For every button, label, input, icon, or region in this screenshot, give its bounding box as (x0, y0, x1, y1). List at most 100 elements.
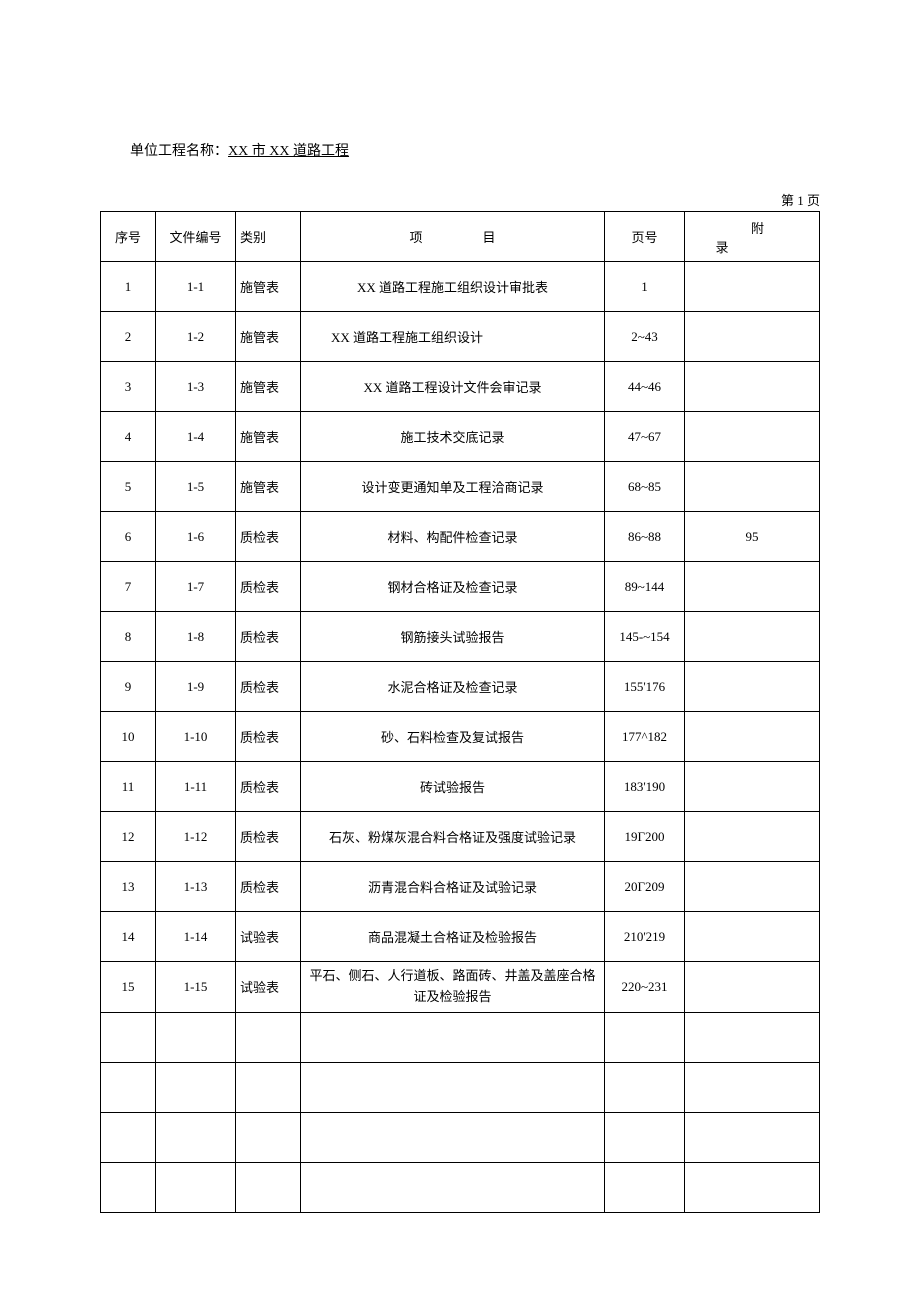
cell-seq: 8 (101, 612, 156, 662)
cell-seq (101, 1162, 156, 1212)
cell-docno: 1-7 (156, 562, 236, 612)
table-row: 21-2施管表XX 道路工程施工组织设计2~43 (101, 312, 820, 362)
cell-appendix (685, 912, 820, 962)
cell-appendix (685, 812, 820, 862)
cell-docno: 1-2 (156, 312, 236, 362)
document-page: 单位工程名称：XX 市 XX 道路工程 第 1 页 序号 文件编号 类别 项目 … (0, 0, 920, 1273)
cell-item (301, 1062, 605, 1112)
cell-type: 施管表 (236, 262, 301, 312)
cell-seq: 15 (101, 962, 156, 1013)
col-header-appendix: 附录 (685, 212, 820, 262)
cell-seq: 14 (101, 912, 156, 962)
cell-item: 钢材合格证及检查记录 (301, 562, 605, 612)
cell-pageno: 210'219 (605, 912, 685, 962)
cell-pageno: 44~46 (605, 362, 685, 412)
cell-type: 质检表 (236, 662, 301, 712)
cell-seq: 5 (101, 462, 156, 512)
cell-pageno: 86~88 (605, 512, 685, 562)
cell-seq (101, 1062, 156, 1112)
cell-appendix (685, 962, 820, 1013)
cell-seq (101, 1112, 156, 1162)
cell-item: 设计变更通知单及工程洽商记录 (301, 462, 605, 512)
cell-item: 砂、石料检查及复试报告 (301, 712, 605, 762)
cell-item (301, 1012, 605, 1062)
cell-type: 质检表 (236, 512, 301, 562)
cell-type: 质检表 (236, 862, 301, 912)
cell-appendix (685, 262, 820, 312)
cell-seq: 10 (101, 712, 156, 762)
cell-appendix (685, 762, 820, 812)
table-row: 71-7质检表钢材合格证及检查记录89~144 (101, 562, 820, 612)
cell-pageno (605, 1062, 685, 1112)
cell-type: 施管表 (236, 462, 301, 512)
table-row: 151-15试验表平石、侧石、人行道板、路面砖、井盖及盖座合格证及检验报告220… (101, 962, 820, 1013)
cell-item: 沥青混合料合格证及试验记录 (301, 862, 605, 912)
cell-docno (156, 1012, 236, 1062)
cell-pageno (605, 1012, 685, 1062)
cell-appendix (685, 862, 820, 912)
table-body: 11-1施管表XX 道路工程施工组织设计审批表121-2施管表XX 道路工程施工… (101, 262, 820, 1213)
table-row (101, 1062, 820, 1112)
cell-pageno: 20Γ209 (605, 862, 685, 912)
table-row: 41-4施管表施工技术交底记录47~67 (101, 412, 820, 462)
cell-item: 施工技术交底记录 (301, 412, 605, 462)
table-row (101, 1112, 820, 1162)
cell-pageno: 47~67 (605, 412, 685, 462)
cell-item: 商品混凝土合格证及检验报告 (301, 912, 605, 962)
cell-seq: 6 (101, 512, 156, 562)
cell-docno (156, 1162, 236, 1212)
table-row: 91-9质检表水泥合格证及检查记录155'176 (101, 662, 820, 712)
cell-appendix (685, 662, 820, 712)
cell-type: 质检表 (236, 712, 301, 762)
cell-type: 施管表 (236, 362, 301, 412)
table-row: 81-8质检表钢筋接头试验报告145-~154 (101, 612, 820, 662)
table-row: 121-12质检表石灰、粉煤灰混合料合格证及强度试验记录19Γ200 (101, 812, 820, 862)
cell-docno: 1-9 (156, 662, 236, 712)
cell-seq: 12 (101, 812, 156, 862)
cell-docno: 1-4 (156, 412, 236, 462)
cell-appendix (685, 462, 820, 512)
cell-docno: 1-10 (156, 712, 236, 762)
table-row: 51-5施管表设计变更通知单及工程洽商记录68~85 (101, 462, 820, 512)
cell-appendix: 95 (685, 512, 820, 562)
cell-type: 施管表 (236, 312, 301, 362)
cell-appendix (685, 362, 820, 412)
cell-pageno: 155'176 (605, 662, 685, 712)
cell-type: 施管表 (236, 412, 301, 462)
cell-type (236, 1162, 301, 1212)
cell-docno: 1-5 (156, 462, 236, 512)
cell-seq: 1 (101, 262, 156, 312)
project-name-value: XX 市 XX 道路工程 (228, 144, 349, 159)
cell-pageno (605, 1112, 685, 1162)
cell-seq: 11 (101, 762, 156, 812)
cell-docno: 1-12 (156, 812, 236, 862)
cell-appendix (685, 1012, 820, 1062)
cell-docno: 1-8 (156, 612, 236, 662)
cell-type: 质检表 (236, 562, 301, 612)
cell-type (236, 1112, 301, 1162)
cell-type (236, 1012, 301, 1062)
cell-docno: 1-14 (156, 912, 236, 962)
table-row: 11-1施管表XX 道路工程施工组织设计审批表1 (101, 262, 820, 312)
cell-item: 砖试验报告 (301, 762, 605, 812)
cell-appendix (685, 312, 820, 362)
cell-type: 质检表 (236, 812, 301, 862)
col-header-seq: 序号 (101, 212, 156, 262)
cell-item: 平石、侧石、人行道板、路面砖、井盖及盖座合格证及检验报告 (301, 962, 605, 1013)
cell-docno (156, 1062, 236, 1112)
table-row: 141-14试验表商品混凝土合格证及检验报告210'219 (101, 912, 820, 962)
project-name-line: 单位工程名称：XX 市 XX 道路工程 (100, 140, 820, 160)
cell-seq: 2 (101, 312, 156, 362)
cell-docno: 1-11 (156, 762, 236, 812)
cell-appendix (685, 562, 820, 612)
cell-seq: 13 (101, 862, 156, 912)
cell-seq (101, 1012, 156, 1062)
table-row: 31-3施管表XX 道路工程设计文件会审记录44~46 (101, 362, 820, 412)
cell-type (236, 1062, 301, 1112)
cell-pageno: 2~43 (605, 312, 685, 362)
cell-item: 材料、构配件检查记录 (301, 512, 605, 562)
cell-item (301, 1162, 605, 1212)
document-index-table: 序号 文件编号 类别 项目 页号 附录 11-1施管表XX 道路工程施工组织设计… (100, 211, 820, 1213)
col-header-docno: 文件编号 (156, 212, 236, 262)
cell-seq: 4 (101, 412, 156, 462)
